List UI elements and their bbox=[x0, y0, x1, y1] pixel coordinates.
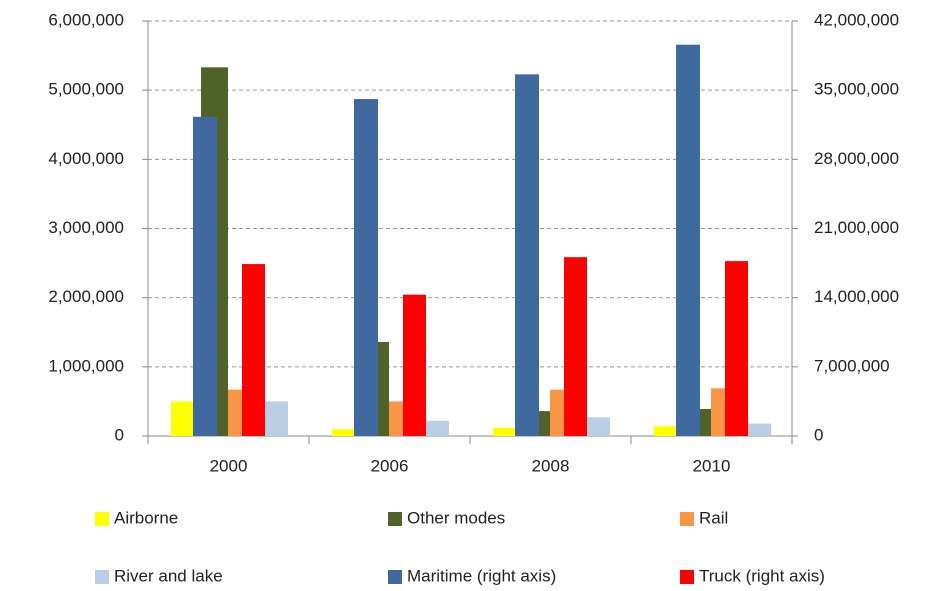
bar bbox=[515, 74, 539, 436]
legend-swatch bbox=[388, 512, 402, 526]
bar bbox=[171, 401, 193, 436]
bar bbox=[426, 420, 449, 436]
legend-swatch bbox=[680, 512, 694, 526]
y-tick-label: 2,000,000 bbox=[48, 287, 124, 306]
legend-label: Airborne bbox=[114, 508, 178, 527]
bar bbox=[242, 264, 265, 436]
bar bbox=[493, 427, 515, 436]
x-tick-label: 2010 bbox=[693, 456, 731, 475]
legend-label: Rail bbox=[699, 508, 728, 527]
bar bbox=[332, 429, 354, 436]
legend-label: River and lake bbox=[114, 566, 223, 585]
y2-tick-label: 28,000,000 bbox=[814, 149, 899, 168]
y2-tick-label: 0 bbox=[814, 425, 823, 444]
legend-swatch bbox=[95, 512, 109, 526]
x-tick-label: 2006 bbox=[371, 456, 409, 475]
legend-swatch bbox=[388, 570, 402, 584]
y2-tick-label: 7,000,000 bbox=[814, 356, 890, 375]
legend-label: Other modes bbox=[407, 508, 505, 527]
y-tick-label: 0 bbox=[115, 425, 124, 444]
y-tick-label: 6,000,000 bbox=[48, 10, 124, 29]
bar bbox=[193, 116, 217, 436]
y-tick-label: 1,000,000 bbox=[48, 356, 124, 375]
bar bbox=[725, 261, 748, 436]
y2-tick-label: 21,000,000 bbox=[814, 218, 899, 237]
bar bbox=[403, 294, 426, 436]
y2-tick-label: 14,000,000 bbox=[814, 287, 899, 306]
legend-swatch bbox=[680, 570, 694, 584]
bar bbox=[587, 417, 610, 436]
bar bbox=[676, 44, 700, 436]
y2-tick-label: 42,000,000 bbox=[814, 10, 899, 29]
y2-tick-label: 35,000,000 bbox=[814, 80, 899, 99]
legend-swatch bbox=[95, 570, 109, 584]
x-tick-label: 2000 bbox=[210, 456, 248, 475]
y-tick-label: 5,000,000 bbox=[48, 80, 124, 99]
legend-label: Truck (right axis) bbox=[699, 566, 825, 585]
y-tick-label: 4,000,000 bbox=[48, 149, 124, 168]
legend-label: Maritime (right axis) bbox=[407, 566, 556, 585]
bar bbox=[564, 257, 587, 436]
bar bbox=[265, 401, 288, 436]
y-tick-label: 3,000,000 bbox=[48, 218, 124, 237]
bar bbox=[654, 426, 676, 436]
bar bbox=[748, 423, 771, 436]
x-tick-label: 2008 bbox=[532, 456, 570, 475]
bar bbox=[354, 99, 378, 437]
